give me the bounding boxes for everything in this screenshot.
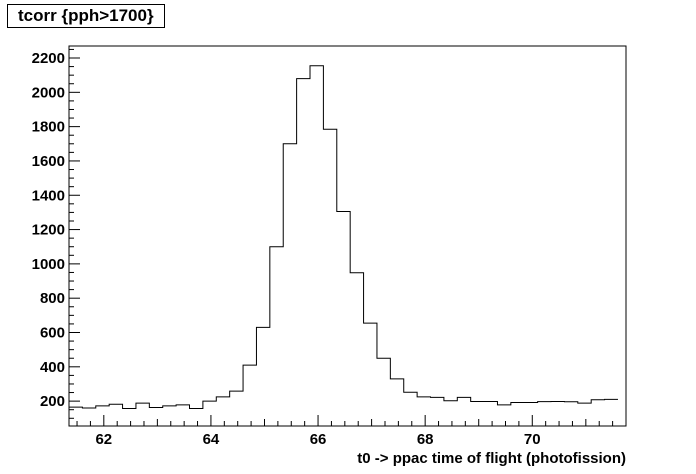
- x-tick-label: 68: [417, 431, 434, 448]
- y-tick-label: 1800: [32, 119, 65, 136]
- ticks: [69, 48, 627, 426]
- chart-title: tcorr {pph>1700}: [7, 4, 165, 28]
- y-tick-label: 1400: [32, 187, 65, 204]
- x-tick-label: 70: [524, 431, 541, 448]
- y-tick-label: 200: [40, 393, 65, 410]
- y-tick-label: 800: [40, 290, 65, 307]
- y-tick-label: 2200: [32, 50, 65, 67]
- axes: [68, 45, 627, 427]
- x-tick-label: 64: [203, 431, 220, 448]
- x-tick-label: 66: [310, 431, 327, 448]
- plot-frame: [68, 45, 627, 427]
- y-tick-label: 600: [40, 325, 65, 342]
- x-tick-label: 62: [95, 431, 112, 448]
- y-tick-label: 2000: [32, 84, 65, 101]
- y-tick-label: 400: [40, 359, 65, 376]
- tick-labels: 62 64 66 68 70 200 400 600 800 1000 1200 1400 1600 18…: [32, 50, 541, 448]
- y-tick-label: 1000: [32, 256, 65, 273]
- y-tick-label: 1200: [32, 222, 65, 239]
- histogram-series: [69, 65, 618, 410]
- y-tick-label: 1600: [32, 153, 65, 170]
- x-axis-title: t0 -> ppac time of flight (photofission): [357, 450, 626, 467]
